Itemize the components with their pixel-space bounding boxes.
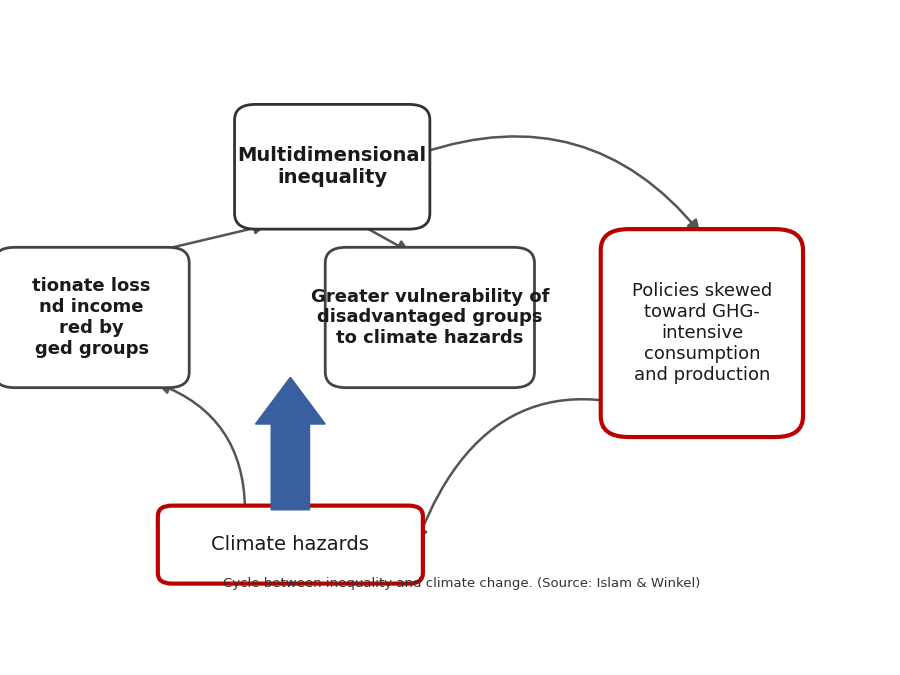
- FancyBboxPatch shape: [601, 229, 803, 437]
- Text: tionate loss
nd income
red by
ged groups: tionate loss nd income red by ged groups: [32, 277, 151, 358]
- FancyBboxPatch shape: [0, 247, 189, 387]
- Text: Multidimensional
inequality: Multidimensional inequality: [238, 146, 427, 187]
- Polygon shape: [256, 377, 325, 510]
- Text: Policies skewed
toward GHG-
intensive
consumption
and production: Policies skewed toward GHG- intensive co…: [632, 282, 772, 383]
- Text: Greater vulnerability of
disadvantaged groups
to climate hazards: Greater vulnerability of disadvantaged g…: [310, 288, 549, 347]
- FancyBboxPatch shape: [325, 247, 535, 387]
- FancyBboxPatch shape: [235, 105, 430, 229]
- FancyBboxPatch shape: [158, 506, 423, 584]
- Text: Cycle between inequality and climate change. (Source: Islam & Winkel): Cycle between inequality and climate cha…: [222, 577, 700, 591]
- Text: Climate hazards: Climate hazards: [212, 535, 369, 554]
